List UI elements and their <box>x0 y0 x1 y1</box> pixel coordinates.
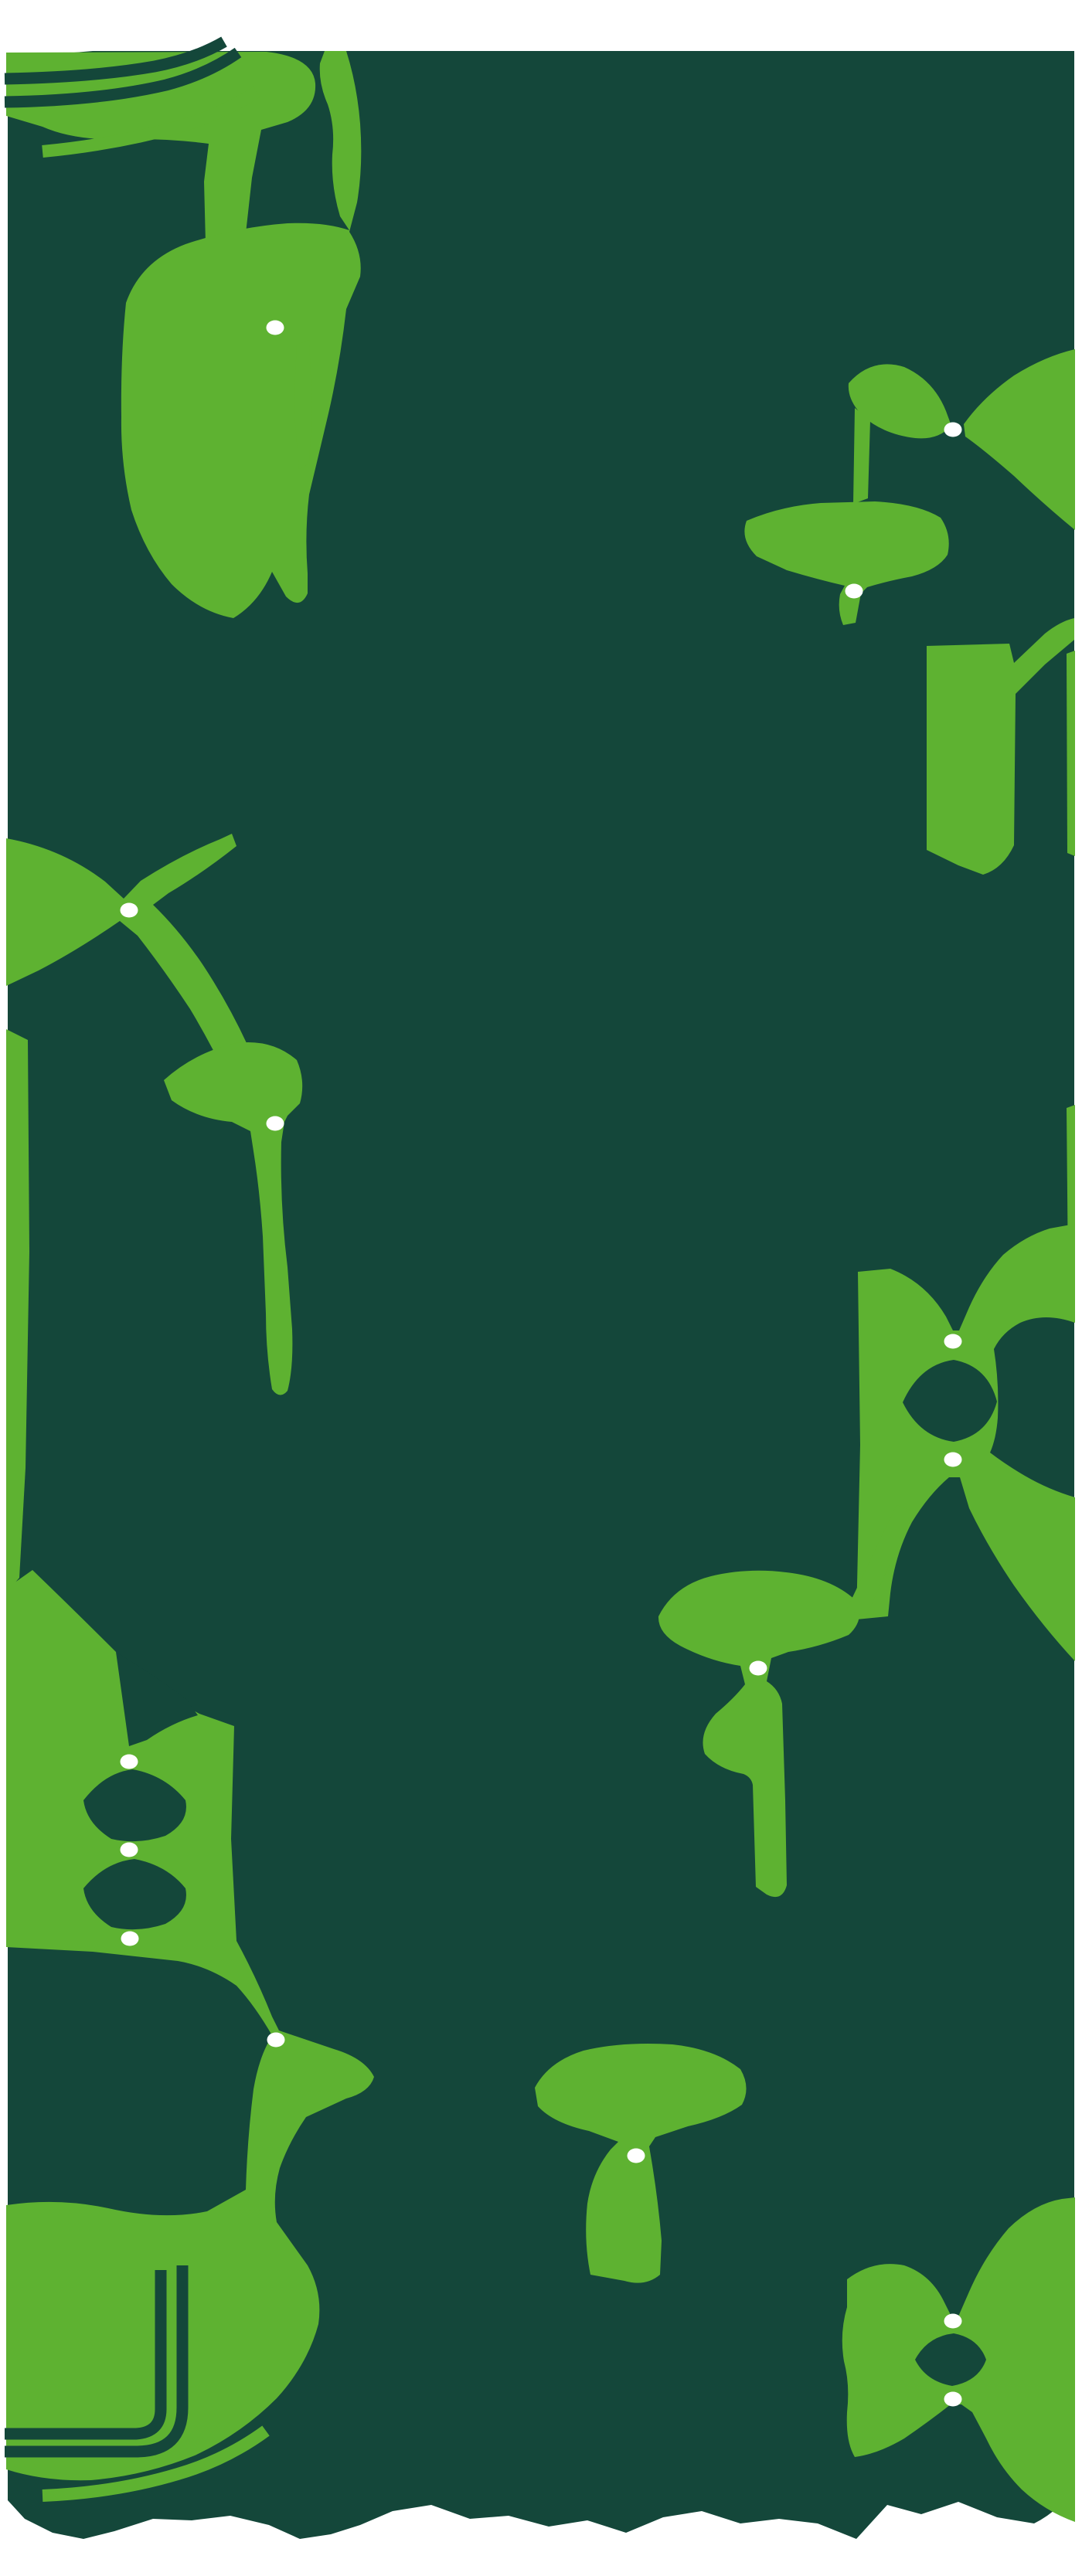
region-southwest-delta[interactable] <box>6 2031 374 2481</box>
region-northeast-south-block[interactable] <box>927 618 1074 875</box>
map-marker-8[interactable] <box>749 1660 767 1676</box>
region-east-edge-strip-upper[interactable] <box>1067 651 1075 856</box>
wave-ribbon-sw-2-icon <box>5 2265 189 2458</box>
wave-ribbon-nw-2-icon <box>4 47 242 108</box>
wave-ribbon-nw-1-icon <box>4 36 227 85</box>
map-marker-1[interactable] <box>266 320 284 335</box>
lens-southwest-lower-icon <box>83 1859 186 1930</box>
region-central[interactable] <box>164 1042 303 1395</box>
map-marker-9[interactable] <box>120 1754 138 1769</box>
lens-southwest-upper-icon <box>83 1769 186 1842</box>
wedge-southwest-band-icon <box>116 1652 198 1746</box>
map-marker-15[interactable] <box>944 2391 962 2407</box>
region-northeast-west-lobe[interactable] <box>848 364 951 439</box>
map-marker-14[interactable] <box>944 2313 962 2329</box>
map-marker-10[interactable] <box>120 1842 138 1857</box>
region-mid-south-spur[interactable] <box>847 1505 914 1617</box>
map-marker-5[interactable] <box>266 1116 284 1131</box>
lens-east-central-icon <box>903 1360 997 1442</box>
wave-ribbon-sw-light-icon <box>42 2425 270 2502</box>
wave-ribbon-nw-light-icon <box>42 87 260 158</box>
map-marker-3[interactable] <box>845 583 863 599</box>
region-south-central[interactable] <box>535 2044 747 2283</box>
map-marker-13[interactable] <box>627 2148 645 2163</box>
region-west-central[interactable] <box>6 834 257 1091</box>
lens-southeast-icon <box>915 2333 986 2386</box>
dark-overlays <box>4 36 997 2458</box>
map-marker-6[interactable] <box>944 1334 962 1349</box>
region-far-north-strip[interactable] <box>294 340 312 469</box>
map-marker-11[interactable] <box>121 1931 139 1946</box>
map-marker-12[interactable] <box>267 2032 285 2048</box>
light-wave-ribbons <box>42 87 270 2502</box>
region-northeast-east-lobe[interactable] <box>964 349 1075 530</box>
region-northeast-connector[interactable] <box>853 408 870 504</box>
map-marker-2[interactable] <box>944 422 962 437</box>
map-markers <box>120 320 962 2407</box>
landmass <box>8 51 1074 2539</box>
region-mid-south[interactable] <box>658 1570 860 1898</box>
region-far-north[interactable] <box>121 51 362 618</box>
region-west-edge-strip[interactable] <box>6 1029 29 1593</box>
region-east-central[interactable] <box>856 1224 1075 1661</box>
map-marker-4[interactable] <box>120 902 138 918</box>
wave-ribbon-sw-1-icon <box>5 2270 167 2440</box>
map-marker-7[interactable] <box>944 1452 962 1467</box>
region-northeast-inner[interactable] <box>744 501 949 625</box>
